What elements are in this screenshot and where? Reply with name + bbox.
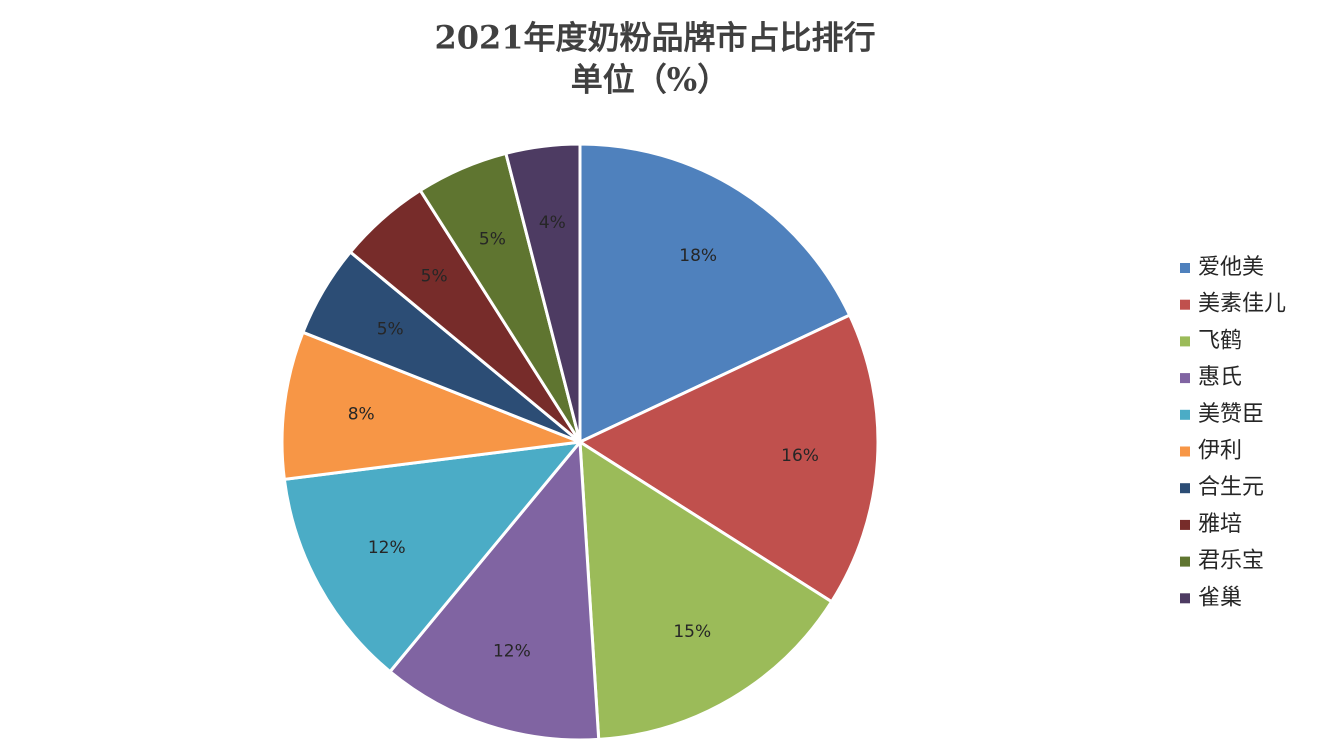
chart-subtitle: 单位（%） bbox=[571, 61, 729, 99]
value-label: 5% bbox=[421, 267, 448, 287]
legend-swatch bbox=[1180, 263, 1190, 273]
legend-label: 合生元 bbox=[1198, 475, 1264, 500]
legend-label: 雅培 bbox=[1198, 512, 1242, 537]
legend-label: 爱他美 bbox=[1198, 255, 1264, 280]
value-label: 16% bbox=[781, 446, 819, 466]
legend-swatch bbox=[1180, 336, 1190, 347]
pie-slice bbox=[578, 142, 852, 445]
chart-title: 2021年度奶粉品牌市占比排行 bbox=[434, 19, 875, 57]
value-label: 5% bbox=[479, 230, 506, 250]
value-label: 8% bbox=[348, 404, 375, 424]
pie-slice bbox=[280, 330, 581, 482]
legend-label: 伊利 bbox=[1198, 439, 1242, 464]
legend-swatch bbox=[1180, 483, 1190, 494]
pie-slice bbox=[282, 440, 584, 674]
value-label: 15% bbox=[673, 622, 711, 642]
legend-label: 君乐宝 bbox=[1198, 549, 1264, 574]
legend-swatch bbox=[1180, 593, 1190, 604]
legend-swatch bbox=[1180, 519, 1190, 530]
legend-swatch bbox=[1180, 446, 1190, 457]
value-label: 4% bbox=[539, 213, 566, 233]
value-label: 12% bbox=[493, 642, 531, 662]
pie-slice bbox=[387, 438, 601, 742]
pie-slice bbox=[576, 313, 880, 604]
legend-label: 飞鹤 bbox=[1198, 328, 1242, 353]
legend-swatch bbox=[1180, 409, 1190, 420]
legend-label: 雀巢 bbox=[1198, 585, 1242, 610]
value-label: 12% bbox=[368, 538, 406, 558]
value-label: 18% bbox=[679, 246, 717, 266]
pie-slice bbox=[504, 142, 582, 443]
legend-label: 美赞臣 bbox=[1198, 402, 1264, 427]
value-label: 5% bbox=[377, 320, 404, 340]
legend-label: 美素佳儿 bbox=[1198, 292, 1286, 317]
legend-swatch bbox=[1180, 299, 1190, 310]
pie-slice bbox=[578, 439, 834, 742]
legend-swatch bbox=[1180, 373, 1190, 384]
legend-swatch bbox=[1180, 556, 1190, 567]
legend-label: 惠氏 bbox=[1198, 365, 1242, 390]
